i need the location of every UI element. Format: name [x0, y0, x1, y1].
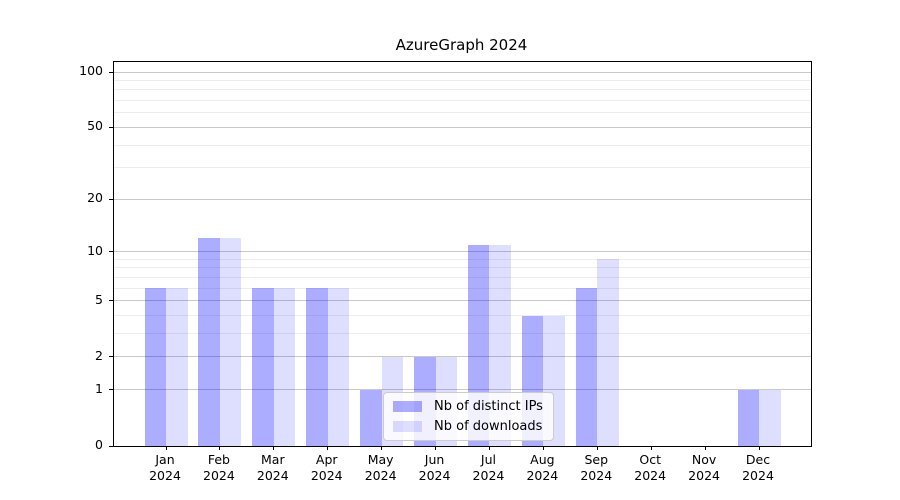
- gridline-major: [114, 251, 811, 253]
- x-tick-mark: [650, 446, 652, 450]
- gridline-minor: [114, 287, 811, 289]
- x-tick-label: Sep 2024: [580, 452, 613, 484]
- bar-distinct-ips-dec: [737, 389, 759, 446]
- gridline-minor: [114, 276, 811, 278]
- gridline-minor: [114, 144, 811, 146]
- gridline-major: [114, 389, 811, 391]
- x-tick-label: Dec 2024: [742, 452, 774, 484]
- bar-distinct-ips-sep: [575, 288, 598, 446]
- x-tick-label: Apr 2024: [310, 452, 343, 484]
- x-tick-mark: [704, 446, 706, 450]
- gridline-minor: [114, 315, 811, 317]
- x-tick-mark: [596, 446, 598, 450]
- x-tick-mark: [381, 446, 383, 450]
- y-tick-mark: [109, 356, 113, 358]
- y-tick-mark: [109, 198, 113, 200]
- x-tick-label: May 2024: [364, 452, 397, 484]
- gridline-major: [114, 126, 811, 128]
- bar-distinct-ips-apr: [306, 288, 328, 446]
- x-tick-label: Feb 2024: [203, 452, 235, 484]
- y-tick-mark: [109, 300, 113, 302]
- y-tick-label: 5: [95, 291, 103, 307]
- legend-swatch-downloads: [393, 421, 422, 432]
- legend-item-distinct-ips: Nb of distinct IPs: [393, 399, 543, 414]
- gridline-minor: [114, 89, 811, 91]
- bar-distinct-ips-mar: [252, 288, 274, 446]
- x-tick-label: Jun 2024: [418, 452, 451, 484]
- plot-area: Nb of distinct IPs Nb of downloads: [109, 61, 812, 450]
- x-tick-label: Aug 2024: [526, 452, 559, 484]
- gridline-major: [114, 71, 811, 73]
- bar-downloads-jan: [166, 288, 188, 446]
- x-tick-mark: [758, 446, 760, 450]
- x-tick-label: Mar 2024: [256, 452, 289, 484]
- y-tick-label: 0: [95, 437, 103, 452]
- gridline-minor: [114, 258, 811, 260]
- bar-downloads-feb: [219, 238, 242, 446]
- x-tick-mark: [273, 446, 275, 450]
- legend-label-distinct-ips: Nb of distinct IPs: [434, 399, 543, 414]
- x-tick-mark: [542, 446, 544, 450]
- x-tick-mark: [165, 446, 167, 450]
- legend-swatch-distinct-ips: [393, 401, 422, 412]
- y-tick-label: 2: [95, 347, 103, 363]
- chart-title: AzureGraph 2024: [395, 36, 528, 54]
- y-tick-mark: [109, 126, 113, 128]
- bar-downloads-mar: [273, 288, 296, 446]
- y-tick-label: 10: [87, 242, 103, 258]
- legend-item-downloads: Nb of downloads: [393, 419, 543, 434]
- gridline-minor: [114, 333, 811, 335]
- gridline-minor: [114, 100, 811, 102]
- bar-downloads-sep: [597, 259, 619, 446]
- x-tick-label: Nov 2024: [688, 452, 720, 484]
- x-tick-label: Jul 2024: [472, 452, 505, 484]
- x-tick-mark: [435, 446, 437, 450]
- y-tick-label: 20: [87, 190, 103, 206]
- x-tick-label: Jan 2024: [149, 452, 181, 484]
- y-axis: 0 1 2 5 10 20 50 100: [0, 61, 103, 455]
- gridline-major: [114, 356, 811, 358]
- x-tick-mark: [488, 446, 490, 450]
- y-tick-mark: [109, 71, 113, 73]
- bar-distinct-ips-feb: [198, 238, 220, 446]
- legend-label-downloads: Nb of downloads: [434, 419, 543, 434]
- x-tick-label: Oct 2024: [634, 452, 667, 484]
- bar-downloads-dec: [759, 389, 781, 446]
- x-tick-mark: [219, 446, 221, 450]
- y-tick-label: 100: [79, 63, 103, 78]
- y-tick-mark: [109, 389, 113, 391]
- legend: Nb of distinct IPs Nb of downloads: [383, 392, 554, 441]
- y-tick-label: 1: [95, 380, 103, 396]
- gridline-minor: [114, 79, 811, 81]
- gridline-major: [114, 300, 811, 302]
- y-tick-mark: [109, 445, 113, 447]
- gridline-minor: [114, 112, 811, 114]
- y-tick-mark: [109, 251, 113, 253]
- x-axis: Jan 2024 Feb 2024 Mar 2024 Apr 2024 May 2024 Jun 20…: [113, 452, 810, 494]
- bars: [114, 62, 811, 446]
- gridline-minor: [114, 167, 811, 169]
- gridline-major: [114, 198, 811, 200]
- bar-distinct-ips-may: [360, 389, 382, 446]
- bar-downloads-apr: [327, 288, 350, 446]
- x-tick-mark: [327, 446, 329, 450]
- gridlines: [114, 62, 811, 446]
- y-tick-label: 50: [87, 118, 103, 134]
- gridline-minor: [114, 267, 811, 269]
- bar-distinct-ips-jan: [144, 288, 166, 446]
